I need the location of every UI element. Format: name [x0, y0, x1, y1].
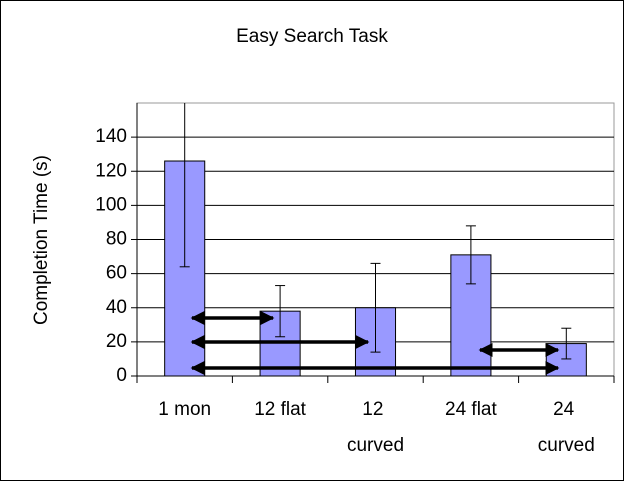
y-tick-label: 100	[95, 194, 127, 215]
x-tick-label: 1 mon	[158, 399, 211, 420]
x-tick-label: 24 flat	[445, 399, 497, 420]
significance-arrows	[190, 311, 560, 375]
x-tick-label: 12 flat	[254, 399, 306, 420]
y-axis-label: Completion Time (s)	[31, 155, 52, 325]
y-tick-label: 40	[106, 297, 127, 318]
y-tick-label: 80	[106, 229, 127, 250]
error-bar	[561, 327, 572, 360]
y-tick-label: 20	[106, 331, 127, 352]
y-tick-label: 120	[95, 160, 127, 181]
error-bar	[370, 262, 381, 353]
error-bar	[179, 103, 190, 268]
chart-title: Easy Search Task	[236, 26, 388, 47]
error-bar	[465, 225, 476, 285]
x-tick-label: 12 curved	[347, 399, 404, 456]
x-tick-label: 24 curved	[538, 399, 595, 456]
y-tick-label: 0	[116, 365, 127, 386]
y-tick-label: 60	[106, 263, 127, 284]
y-tick-label: 140	[95, 126, 127, 147]
